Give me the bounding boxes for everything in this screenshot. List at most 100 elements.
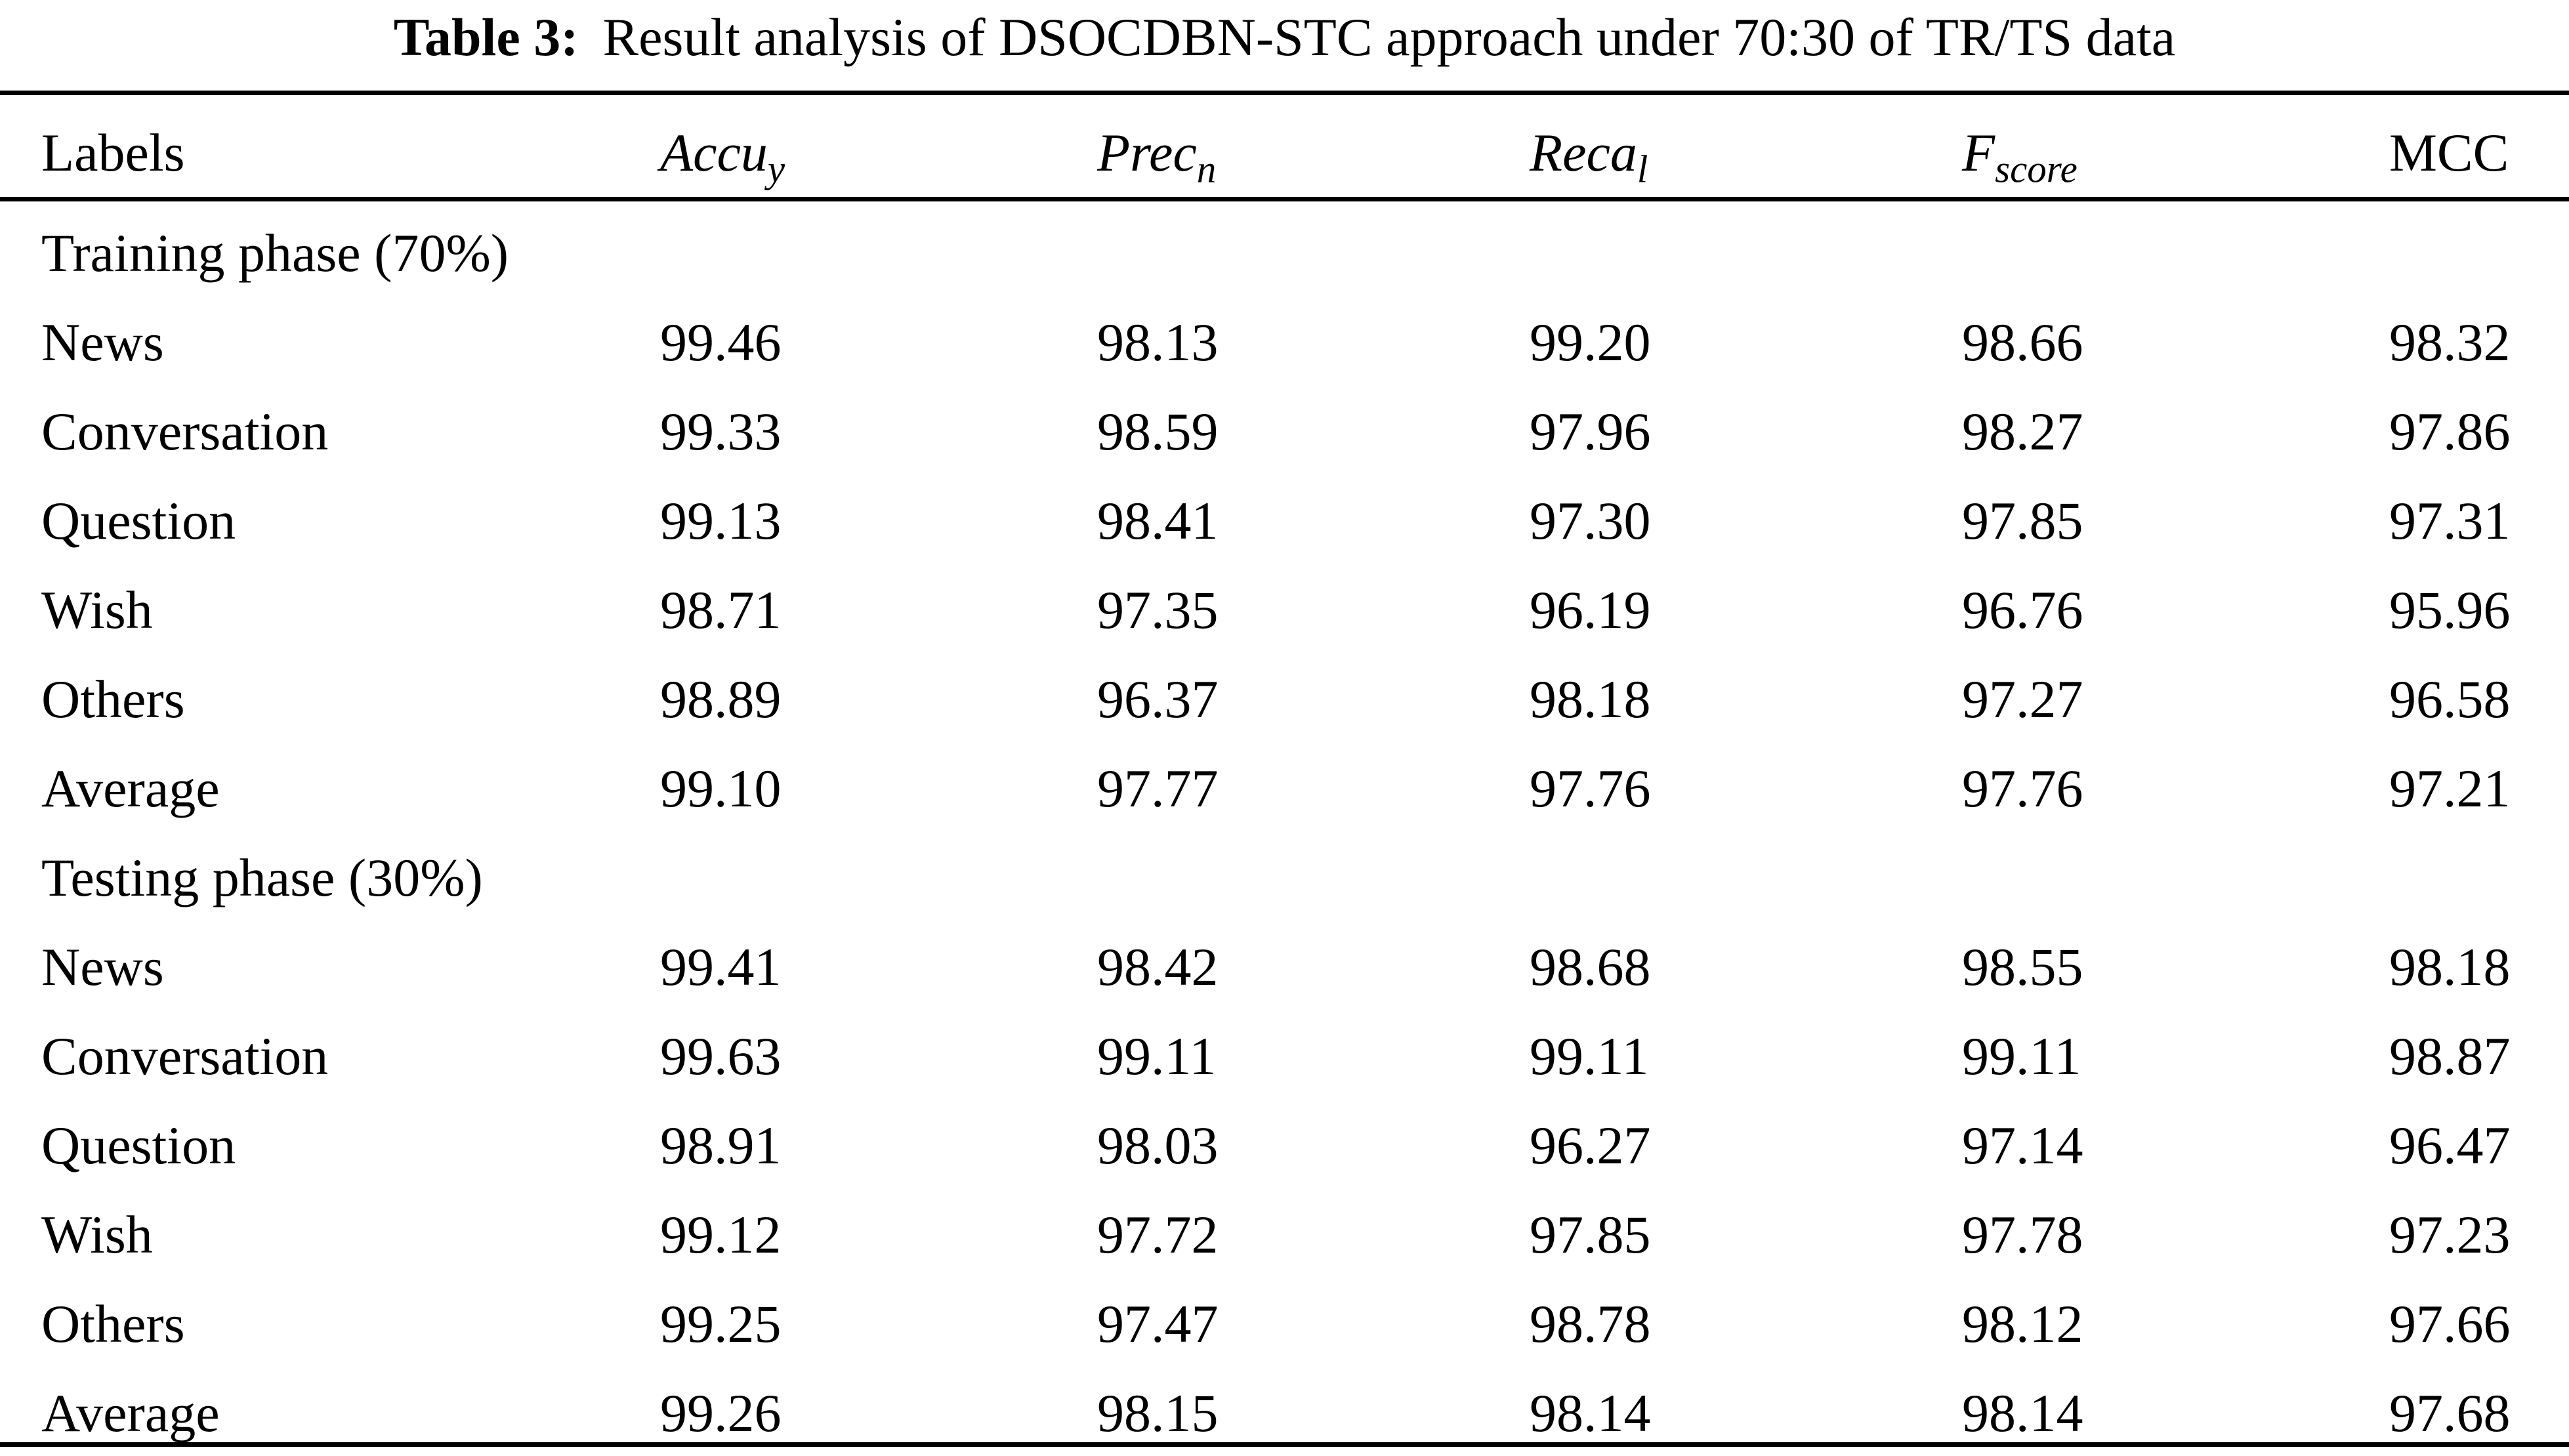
table-caption: Table 3: Result analysis of DSOCDBN-STC a…	[0, 5, 2569, 70]
mcc-cell: 98.32	[2389, 312, 2511, 372]
accuracy-cell: 99.26	[660, 1383, 782, 1443]
accuracy-cell: 99.33	[660, 402, 782, 461]
accuracy-cell: 99.13	[660, 491, 782, 551]
column-header-fscore: Fscore	[1962, 97, 2389, 209]
precision-cell: 97.72	[1097, 1205, 1219, 1264]
accuracy-cell: 98.71	[660, 580, 782, 640]
fscore-cell: 97.14	[1962, 1115, 2083, 1175]
column-header-accuracy: Accuy	[660, 97, 1097, 209]
recall-cell: 96.19	[1530, 580, 1651, 640]
accuracy-cell: 98.91	[660, 1115, 782, 1175]
recall-cell: 97.76	[1530, 759, 1651, 818]
precision-cell: 97.47	[1097, 1294, 1219, 1354]
fscore-cell: 97.27	[1962, 669, 2083, 729]
precision-cell: 98.13	[1097, 312, 1219, 372]
table-row: Conversation 99.33 98.59 97.96 98.27 97.…	[0, 387, 2569, 476]
precision-cell: 98.03	[1097, 1115, 1219, 1175]
recall-cell: 99.11	[1530, 1026, 1649, 1086]
table-row: Question 99.13 98.41 97.30 97.85 97.31	[0, 476, 2569, 566]
section-label: Training phase (70%)	[41, 223, 509, 283]
row-label-cell: Average	[41, 1383, 220, 1443]
section-row-training: Training phase (70%)	[0, 209, 2569, 298]
accuracy-cell: 99.12	[660, 1205, 782, 1264]
fscore-cell: 96.76	[1962, 580, 2083, 640]
accuracy-cell: 99.41	[660, 937, 782, 997]
row-label-cell: Wish	[41, 1205, 153, 1264]
table-caption-number: Table 3:	[393, 7, 579, 67]
table-header-row: Labels Accuy Precn Recal Fscore MCC	[0, 97, 2569, 209]
column-header-mcc: MCC	[2389, 123, 2509, 182]
precision-cell: 97.77	[1097, 759, 1219, 818]
row-label-cell: Question	[41, 1115, 236, 1175]
recall-cell: 97.30	[1530, 491, 1651, 551]
fscore-cell: 97.85	[1962, 491, 2083, 551]
accuracy-cell: 99.46	[660, 312, 782, 372]
precision-cell: 98.42	[1097, 937, 1219, 997]
mcc-cell: 97.68	[2389, 1383, 2511, 1443]
accuracy-cell: 99.10	[660, 759, 782, 818]
table-bottom-rule	[0, 1442, 2569, 1447]
row-label-cell: Question	[41, 491, 236, 551]
mcc-cell: 96.47	[2389, 1115, 2511, 1175]
column-header-accuracy-base: Accu	[660, 123, 768, 182]
fscore-cell: 98.12	[1962, 1294, 2083, 1354]
row-label-cell: Wish	[41, 580, 153, 640]
mcc-cell: 97.66	[2389, 1294, 2511, 1354]
accuracy-cell: 99.25	[660, 1294, 782, 1354]
fscore-cell: 99.11	[1962, 1026, 2081, 1086]
mcc-cell: 97.86	[2389, 402, 2511, 461]
table-row: Question 98.91 98.03 96.27 97.14 96.47	[0, 1101, 2569, 1190]
table-row: Others 99.25 97.47 98.78 98.12 97.66	[0, 1279, 2569, 1369]
table-row: Average 99.10 97.77 97.76 97.76 97.21	[0, 744, 2569, 833]
row-label-cell: News	[41, 937, 164, 997]
table-row: News 99.46 98.13 99.20 98.66 98.32	[0, 298, 2569, 387]
section-row-testing: Testing phase (30%)	[0, 833, 2569, 923]
precision-cell: 96.37	[1097, 669, 1219, 729]
precision-cell: 98.59	[1097, 402, 1219, 461]
table-caption-title: Result analysis of DSOCDBN-STC approach …	[602, 7, 2176, 67]
recall-cell: 98.14	[1530, 1383, 1651, 1443]
column-header-accuracy-subscript: y	[767, 147, 785, 191]
column-header-labels: Labels	[41, 123, 185, 182]
mcc-cell: 97.31	[2389, 491, 2511, 551]
column-header-precision-base: Prec	[1097, 123, 1197, 182]
fscore-cell: 98.66	[1962, 312, 2083, 372]
column-header-recall: Recal	[1530, 97, 1962, 209]
row-label-cell: Conversation	[41, 402, 329, 461]
recall-cell: 98.78	[1530, 1294, 1651, 1354]
column-header-precision-subscript: n	[1196, 147, 1217, 191]
recall-cell: 97.96	[1530, 402, 1651, 461]
table-row: Wish 99.12 97.72 97.85 97.78 97.23	[0, 1190, 2569, 1279]
table-row: Conversation 99.63 99.11 99.11 99.11 98.…	[0, 1012, 2569, 1101]
recall-cell: 98.68	[1530, 937, 1651, 997]
precision-cell: 98.41	[1097, 491, 1219, 551]
column-header-fscore-base: F	[1962, 123, 1995, 182]
section-label: Testing phase (30%)	[41, 848, 483, 907]
mcc-cell: 98.18	[2389, 937, 2511, 997]
precision-cell: 98.15	[1097, 1383, 1219, 1443]
mcc-cell: 98.87	[2389, 1026, 2511, 1086]
accuracy-cell: 99.63	[660, 1026, 782, 1086]
fscore-cell: 97.76	[1962, 759, 2083, 818]
recall-cell: 98.18	[1530, 669, 1651, 729]
recall-cell: 97.85	[1530, 1205, 1651, 1264]
fscore-cell: 98.55	[1962, 937, 2083, 997]
row-label-cell: News	[41, 312, 164, 372]
mcc-cell: 97.23	[2389, 1205, 2511, 1264]
row-label-cell: Conversation	[41, 1026, 329, 1086]
row-label-cell: Others	[41, 669, 185, 729]
table-row: Average 99.26 98.15 98.14 98.14 97.68	[0, 1369, 2569, 1456]
precision-cell: 97.35	[1097, 580, 1219, 640]
mcc-cell: 96.58	[2389, 669, 2511, 729]
mcc-cell: 97.21	[2389, 759, 2511, 818]
table-top-rule	[0, 91, 2569, 95]
results-table: Labels Accuy Precn Recal Fscore MCC Trai…	[0, 97, 2569, 1456]
table-row: News 99.41 98.42 98.68 98.55 98.18	[0, 923, 2569, 1012]
fscore-cell: 97.78	[1962, 1205, 2083, 1264]
column-header-recall-subscript: l	[1637, 147, 1648, 191]
mcc-cell: 95.96	[2389, 580, 2511, 640]
row-label-cell: Average	[41, 759, 220, 818]
row-label-cell: Others	[41, 1294, 185, 1354]
fscore-cell: 98.27	[1962, 402, 2083, 461]
